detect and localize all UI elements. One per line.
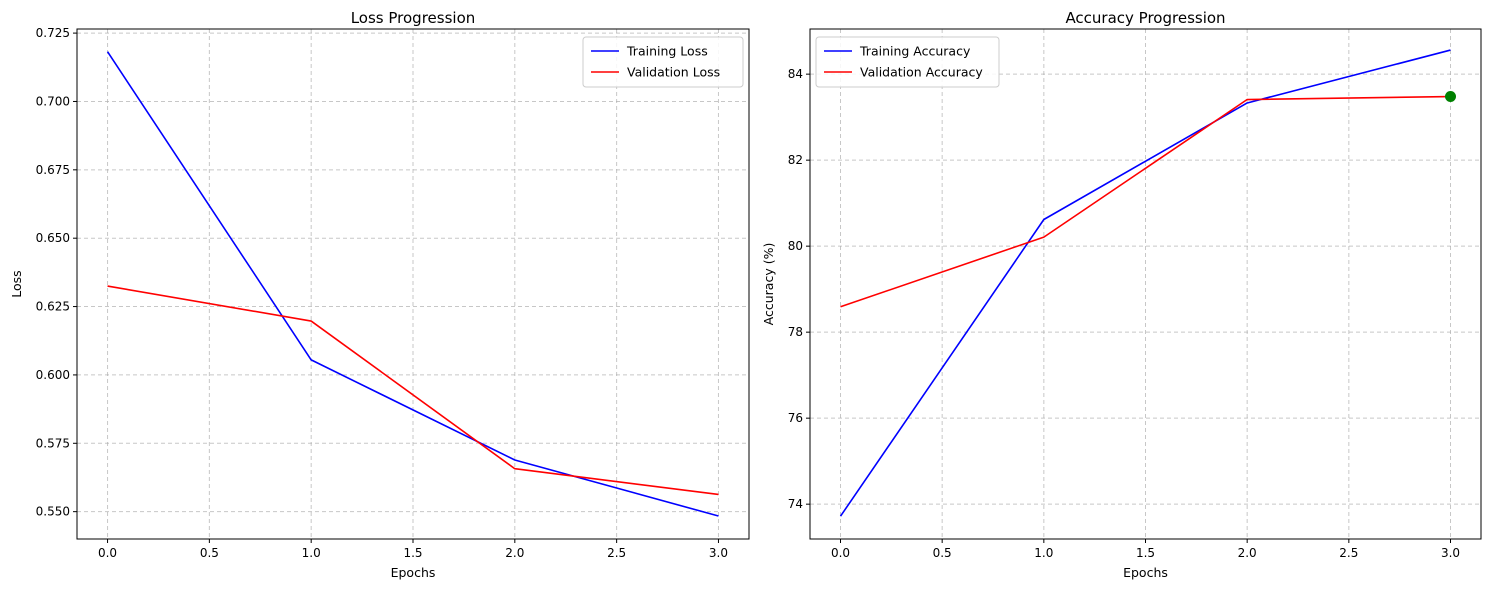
x-tick-label: 0.5	[200, 546, 219, 560]
y-tick-label: 0.550	[36, 505, 70, 519]
y-axis-label: Accuracy (%)	[761, 243, 776, 326]
legend-label: Training Accuracy	[859, 44, 971, 59]
y-tick-label: 80	[788, 239, 803, 253]
y-tick-label: 0.725	[36, 26, 70, 40]
training-accuracy-line	[839, 49, 1451, 517]
y-tick-label: 76	[788, 411, 803, 425]
legend-box	[582, 36, 744, 88]
plot-frame	[809, 28, 1482, 540]
x-tick-label: 2.0	[505, 546, 524, 560]
x-tick-label: 2.5	[607, 546, 626, 560]
legend-label: Training Loss	[626, 44, 708, 59]
y-tick-label: 0.575	[36, 436, 70, 450]
training-loss-line	[106, 51, 719, 517]
x-tick-label: 1.5	[403, 546, 422, 560]
y-tick-label: 78	[788, 325, 803, 339]
x-tick-label: 3.0	[709, 546, 728, 560]
validation-accuracy-line	[840, 95, 1451, 308]
x-tick-label: 1.5	[1136, 546, 1155, 560]
x-tick-label: 1.0	[302, 546, 321, 560]
legend-box	[815, 36, 1000, 88]
y-tick-label: 0.675	[36, 163, 70, 177]
validation-loss-line	[107, 285, 719, 496]
x-axis-label: Epochs	[391, 565, 436, 580]
y-tick-label: 74	[788, 497, 803, 511]
accuracy-chart: 0.0 0.5 1.0 1.5 2.0 2.5 3.0 74 76 78 80 82 84 Accurac…	[761, 9, 1482, 580]
x-tick-label: 0.5	[933, 546, 952, 560]
loss-chart: 0.0 0.5 1.0 1.5 2.0 2.5 3.0 0.550 0.575 0.600 0.62…	[9, 9, 750, 580]
y-tick-label: 0.600	[36, 368, 70, 382]
legend-label: Validation Loss	[627, 65, 720, 80]
x-tick-label: 2.0	[1238, 546, 1257, 560]
legend-label: Validation Accuracy	[860, 65, 983, 80]
y-tick-label: 84	[788, 67, 803, 81]
chart-title: Loss Progression	[351, 9, 476, 27]
x-tick-label: 0.0	[831, 546, 850, 560]
x-axis-label: Epochs	[1123, 565, 1168, 580]
x-tick-label: 3.0	[1441, 546, 1460, 560]
y-tick-label: 0.650	[36, 231, 70, 245]
legend: Training Accuracy Validation Accuracy	[815, 36, 1000, 88]
x-tick-label: 1.0	[1034, 546, 1053, 560]
x-tick-label: 2.5	[1339, 546, 1358, 560]
y-axis-label: Loss	[9, 270, 24, 297]
plot-frame	[76, 28, 750, 540]
y-tick-label: 0.625	[36, 300, 70, 314]
y-tick-label: 82	[788, 153, 803, 167]
best-accuracy-marker	[1445, 91, 1456, 103]
x-tick-label: 0.0	[98, 546, 117, 560]
legend: Training Loss Validation Loss	[582, 36, 744, 88]
y-tick-label: 0.700	[36, 94, 70, 108]
chart-title: Accuracy Progression	[1065, 9, 1225, 27]
